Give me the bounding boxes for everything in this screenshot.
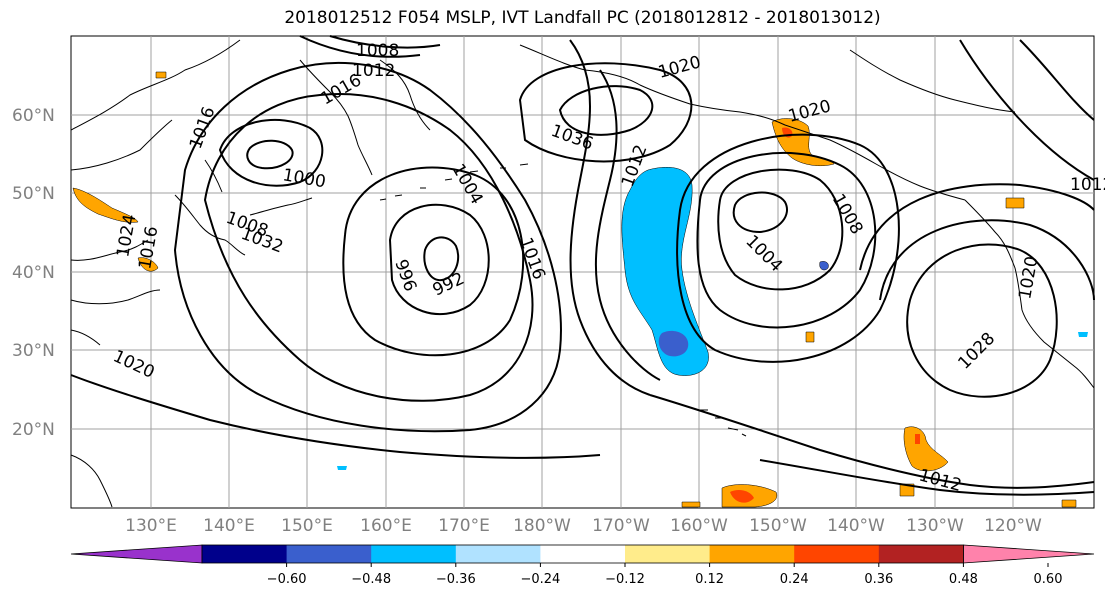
negative-ivt-core [658,330,689,357]
isobar-east-high [906,243,1058,398]
isobar-east-high-2 [879,219,1095,301]
positive-ivt-tropics-core [915,434,920,444]
isobar-low-2 [388,203,490,315]
positive-ivt-fleck-5 [1061,499,1077,508]
colorbar-tick-label: 0.60 [1034,572,1063,587]
colorbar-segment [371,545,457,563]
colorbar-segment [625,545,711,563]
isobar-trough-east [594,69,661,381]
negative-ivt-fleck-east [1078,332,1088,337]
positive-ivt-fleck-3 [1005,197,1025,209]
colorbar-segment [455,545,541,563]
lat-label-40n: 40°N [12,263,55,283]
positive-ivt-west [899,483,915,497]
colorbar-tick-label: −0.12 [605,572,645,587]
graticule [71,36,1094,508]
isobar-low-3 [342,166,525,357]
asia-coast [70,39,241,508]
isobar-low-center [423,236,460,282]
lat-label-20n: 20°N [12,420,55,440]
lon-label-160e: 160°E [360,516,412,536]
isobar-south-east [649,394,1095,489]
isobar-trough-east-2 [569,39,651,396]
positive-ivt-japan [72,187,139,223]
hawaii-islands [700,409,747,437]
colorbar-tick-label: 0.48 [949,572,978,587]
isobar-ring-nw [246,139,294,170]
isobar-1020-west [70,374,601,459]
colorbar-extend-low [70,544,203,564]
colorbar-segment [878,545,964,563]
isobar-south-1012 [759,459,1095,496]
positive-ivt-fleck-2 [155,71,167,79]
lon-label-170e: 170°E [438,516,490,536]
isobar-east-low-4 [676,133,900,363]
lon-label-160w: 160°W [670,516,728,536]
colorbar-extend-high [963,544,1095,564]
isobar-label: 1012 [352,61,395,81]
isobar-east-low [732,191,788,234]
negative-ivt-band [621,167,709,376]
colorbar-tick-label: 0.24 [780,572,809,587]
lat-label-60n: 60°N [12,106,55,126]
positive-ivt-south-core [730,490,754,503]
negative-ivt-core-small [819,261,829,271]
isobar-label: 1012 [1070,175,1105,195]
lon-label-150e: 150°E [281,516,333,536]
colorbar-tick-label: 0.12 [695,572,724,587]
positive-ivt-korea [137,257,159,272]
lon-label-140e: 140°E [203,516,255,536]
colorbar-tick-label: −0.48 [351,572,391,587]
colorbar-tick-label: −0.36 [436,572,476,587]
isobar-top-west [299,35,441,58]
lon-label-130w: 130°W [906,516,964,536]
negative-ivt-fleck [337,466,347,470]
colorbar-segment [540,545,626,563]
positive-ivt-fleck [805,331,815,343]
positive-ivt-tropics [903,426,949,472]
aleutian-dots [379,163,529,201]
lon-label-180w: 180°W [513,516,571,536]
north-islands [849,49,1016,113]
kamchatka-coast [299,59,431,176]
colorbar: −0.60 −0.48 −0.36 −0.24 −0.12 0.12 0.24 0.36 0.4… [70,544,1095,587]
colorbar-segment [794,545,880,563]
isobar-low-4 [203,93,534,402]
colorbar-segment [709,545,795,563]
isobar-far-east [959,39,1095,181]
lon-label-150w: 150°W [749,516,807,536]
lat-label-50n: 50°N [12,184,55,204]
isobar-north-high [558,85,654,136]
isobar-north-high-2 [518,62,693,163]
positive-ivt-fleck-4 [681,501,701,508]
colorbar-segment [202,545,288,563]
isobar-east-low-3 [696,152,877,329]
isobar-east-high-3 [859,183,1095,271]
lat-label-30n: 30°N [12,341,55,361]
alaska-coast [519,44,966,201]
na-west-coast [964,199,1095,389]
colorbar-tick-label: −0.24 [520,572,560,587]
japan-coast [174,159,313,256]
colorbar-outline [201,544,964,564]
isobar-label: 1008 [356,41,399,61]
lon-label-140w: 140°W [827,516,885,536]
map-title: 2018012512 F054 MSLP, IVT Landfall PC (2… [284,8,881,28]
latitude-labels: 60°N 50°N 40°N 30°N 20°N [12,106,55,440]
isobar-east-low-2 [717,168,844,291]
coastlines [70,39,1095,508]
colorbar-tick-label: 0.36 [864,572,893,587]
lon-label-130e: 130°E [125,516,177,536]
longitude-labels: 130°E 140°E 150°E 160°E 170°E 180°W 170°… [125,516,1042,536]
isobar-ring-nw-2 [218,118,324,187]
isobar-1016-west [173,61,562,433]
ivt-shading [72,71,1088,508]
lon-label-170w: 170°W [592,516,650,536]
colorbar-segment [286,545,372,563]
lon-label-120w: 120°W [984,516,1042,536]
isobars [70,35,1095,496]
colorbar-tick-label: −0.60 [267,572,307,587]
